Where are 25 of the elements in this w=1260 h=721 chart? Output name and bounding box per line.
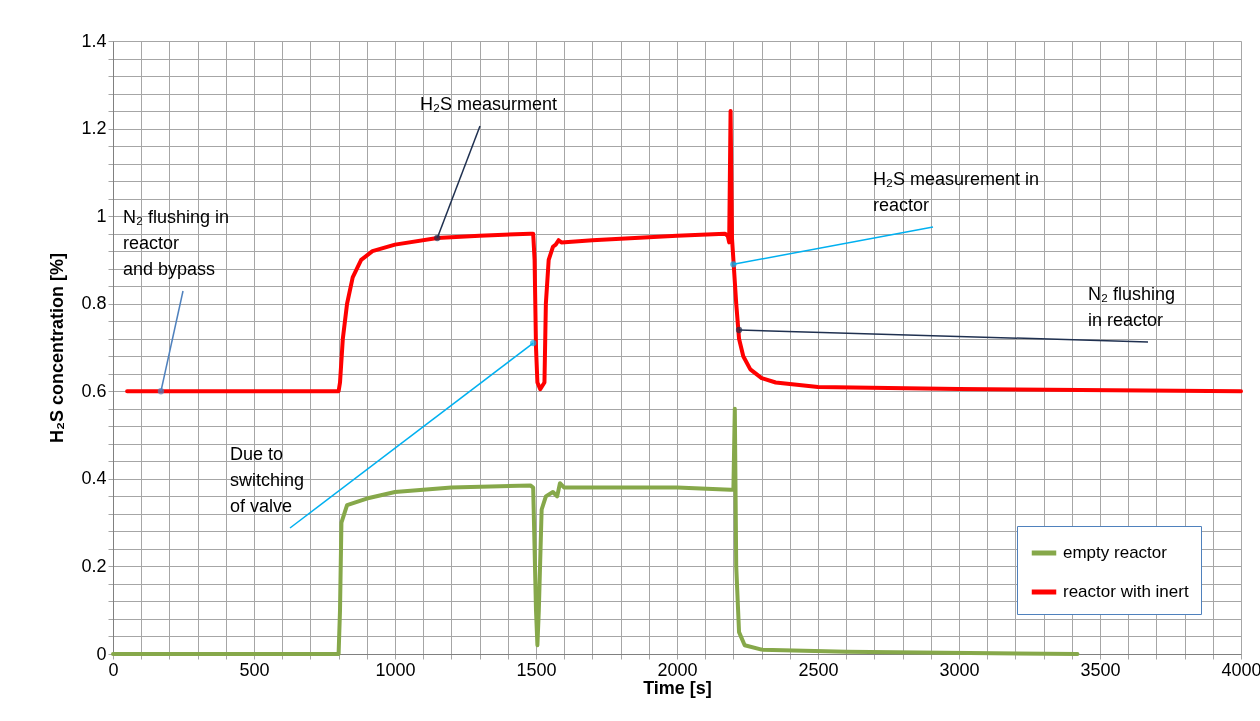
x-tick-label: 500 [239,659,270,680]
legend-label: empty reactor [1063,543,1168,562]
y-tick-label: 1.2 [81,118,107,139]
annotation: N₂ flushing in reactor and bypass [123,207,230,279]
y-tick-label: 0.6 [81,380,107,401]
x-tick-label: 2500 [798,659,839,680]
x-tick-label: 2000 [657,659,698,680]
annotation: N₂ flushing in reactor [1088,284,1176,330]
y-axis-title: H₂S concentration [%] [47,252,68,444]
annotation: H₂S measurement in reactor [873,169,1040,215]
y-tick-label: 1.4 [81,30,107,51]
y-tick-label: 0 [96,643,107,664]
legend-label: reactor with inert [1063,582,1189,601]
annotation: Due to switching of valve [230,444,305,516]
y-tick-label: 0.4 [81,468,107,489]
x-tick-label: 3000 [939,659,980,680]
y-tick-label: 0.8 [81,293,107,314]
x-tick-label: 1000 [375,659,416,680]
x-tick-label: 4000 [1221,659,1260,680]
y-tick-label: 1 [96,205,107,226]
y-tick-label: 0.2 [81,555,107,576]
x-tick-label: 1500 [516,659,557,680]
x-tick-label: 3500 [1080,659,1121,680]
annotation: H₂S measurment [420,94,558,114]
x-axis-title: Time [s] [643,677,712,698]
